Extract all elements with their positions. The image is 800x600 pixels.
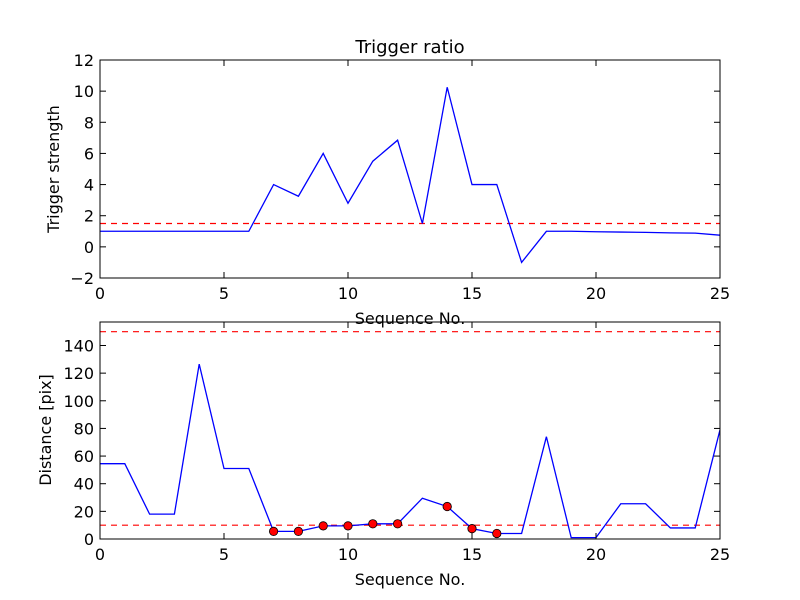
trigger-y-tick-label: 10: [74, 82, 94, 101]
distance-marker-point: [268, 526, 279, 536]
trigger-y-tick-label: 12: [74, 51, 94, 70]
trigger-x-ticks: 0 5 10 15 20 25: [95, 60, 730, 303]
distance-x-tick-label: 10: [338, 545, 358, 564]
distance-y-tick-label: 0: [84, 530, 94, 549]
trigger-chart-title: Trigger ratio: [354, 37, 464, 58]
trigger-y-tick-label: 4: [84, 176, 94, 195]
trigger-y-tick-label: 2: [84, 207, 94, 226]
distance-x-tick-label: 0: [95, 545, 105, 564]
distance-y-tick-label: 120: [63, 364, 94, 383]
trigger-axes-frame: [99, 59, 721, 279]
distance-x-ticks: 0 5 10 15 20 25: [95, 322, 730, 564]
trigger-y-tick-label: 6: [84, 144, 94, 163]
distance-y-tick-label: 40: [74, 475, 94, 494]
distance-marker-point: [492, 528, 502, 539]
trigger-series-line: [100, 87, 720, 264]
distance-marker-point: [318, 521, 328, 531]
trigger-plot-area: [100, 87, 720, 264]
trigger-y-tick-label: 0: [84, 238, 94, 257]
trigger-x-tick-label: 20: [586, 284, 606, 303]
distance-x-tick-label: 20: [586, 545, 606, 564]
distance-marker-point: [392, 519, 403, 529]
distance-y-tick-label: 140: [63, 336, 94, 355]
trigger-x-tick-label: 25: [710, 284, 730, 303]
distance-x-tick-label: 5: [219, 545, 229, 564]
trigger-x-tick-label: 5: [219, 284, 229, 303]
distance-chart: 0 5 10 15 20 25 0 20 40 60 80 100 120 140 Sequence N…: [36, 321, 730, 589]
distance-y-tick-label: 20: [74, 502, 94, 521]
trigger-x-tick-label: 10: [338, 284, 358, 303]
distance-y-tick-label: 60: [74, 447, 94, 466]
distance-series-line: [100, 364, 720, 539]
distance-marker-point: [467, 524, 477, 534]
distance-marker-point: [293, 526, 303, 536]
distance-x-tick-label: 25: [710, 545, 730, 564]
trigger-y-axis-label: Trigger strength: [44, 105, 63, 234]
trigger-y-tick-label: 8: [84, 113, 94, 132]
trigger-y-tick-label: −2: [70, 269, 94, 288]
distance-y-axis-label: Distance [pix]: [36, 374, 55, 486]
trigger-x-tick-label: 15: [462, 284, 482, 303]
distance-x-tick-label: 15: [462, 545, 482, 564]
distance-y-tick-label: 80: [74, 419, 94, 438]
trigger-y-ticks: −2 0 2 4 6 8 10 12: [70, 51, 720, 288]
distance-y-tick-label: 100: [63, 392, 94, 411]
distance-marker-point: [442, 501, 452, 512]
distance-y-ticks: 0 20 40 60 80 100 120 140: [63, 336, 720, 549]
distance-marker-point: [368, 519, 378, 529]
distance-axes-frame: [99, 321, 721, 540]
trigger-x-axis-label: Sequence No.: [355, 309, 466, 328]
distance-x-axis-label: Sequence No.: [355, 570, 466, 589]
distance-marker-point: [343, 521, 353, 531]
trigger-x-tick-label: 0: [95, 284, 105, 303]
distance-plot-area: [100, 331, 720, 539]
